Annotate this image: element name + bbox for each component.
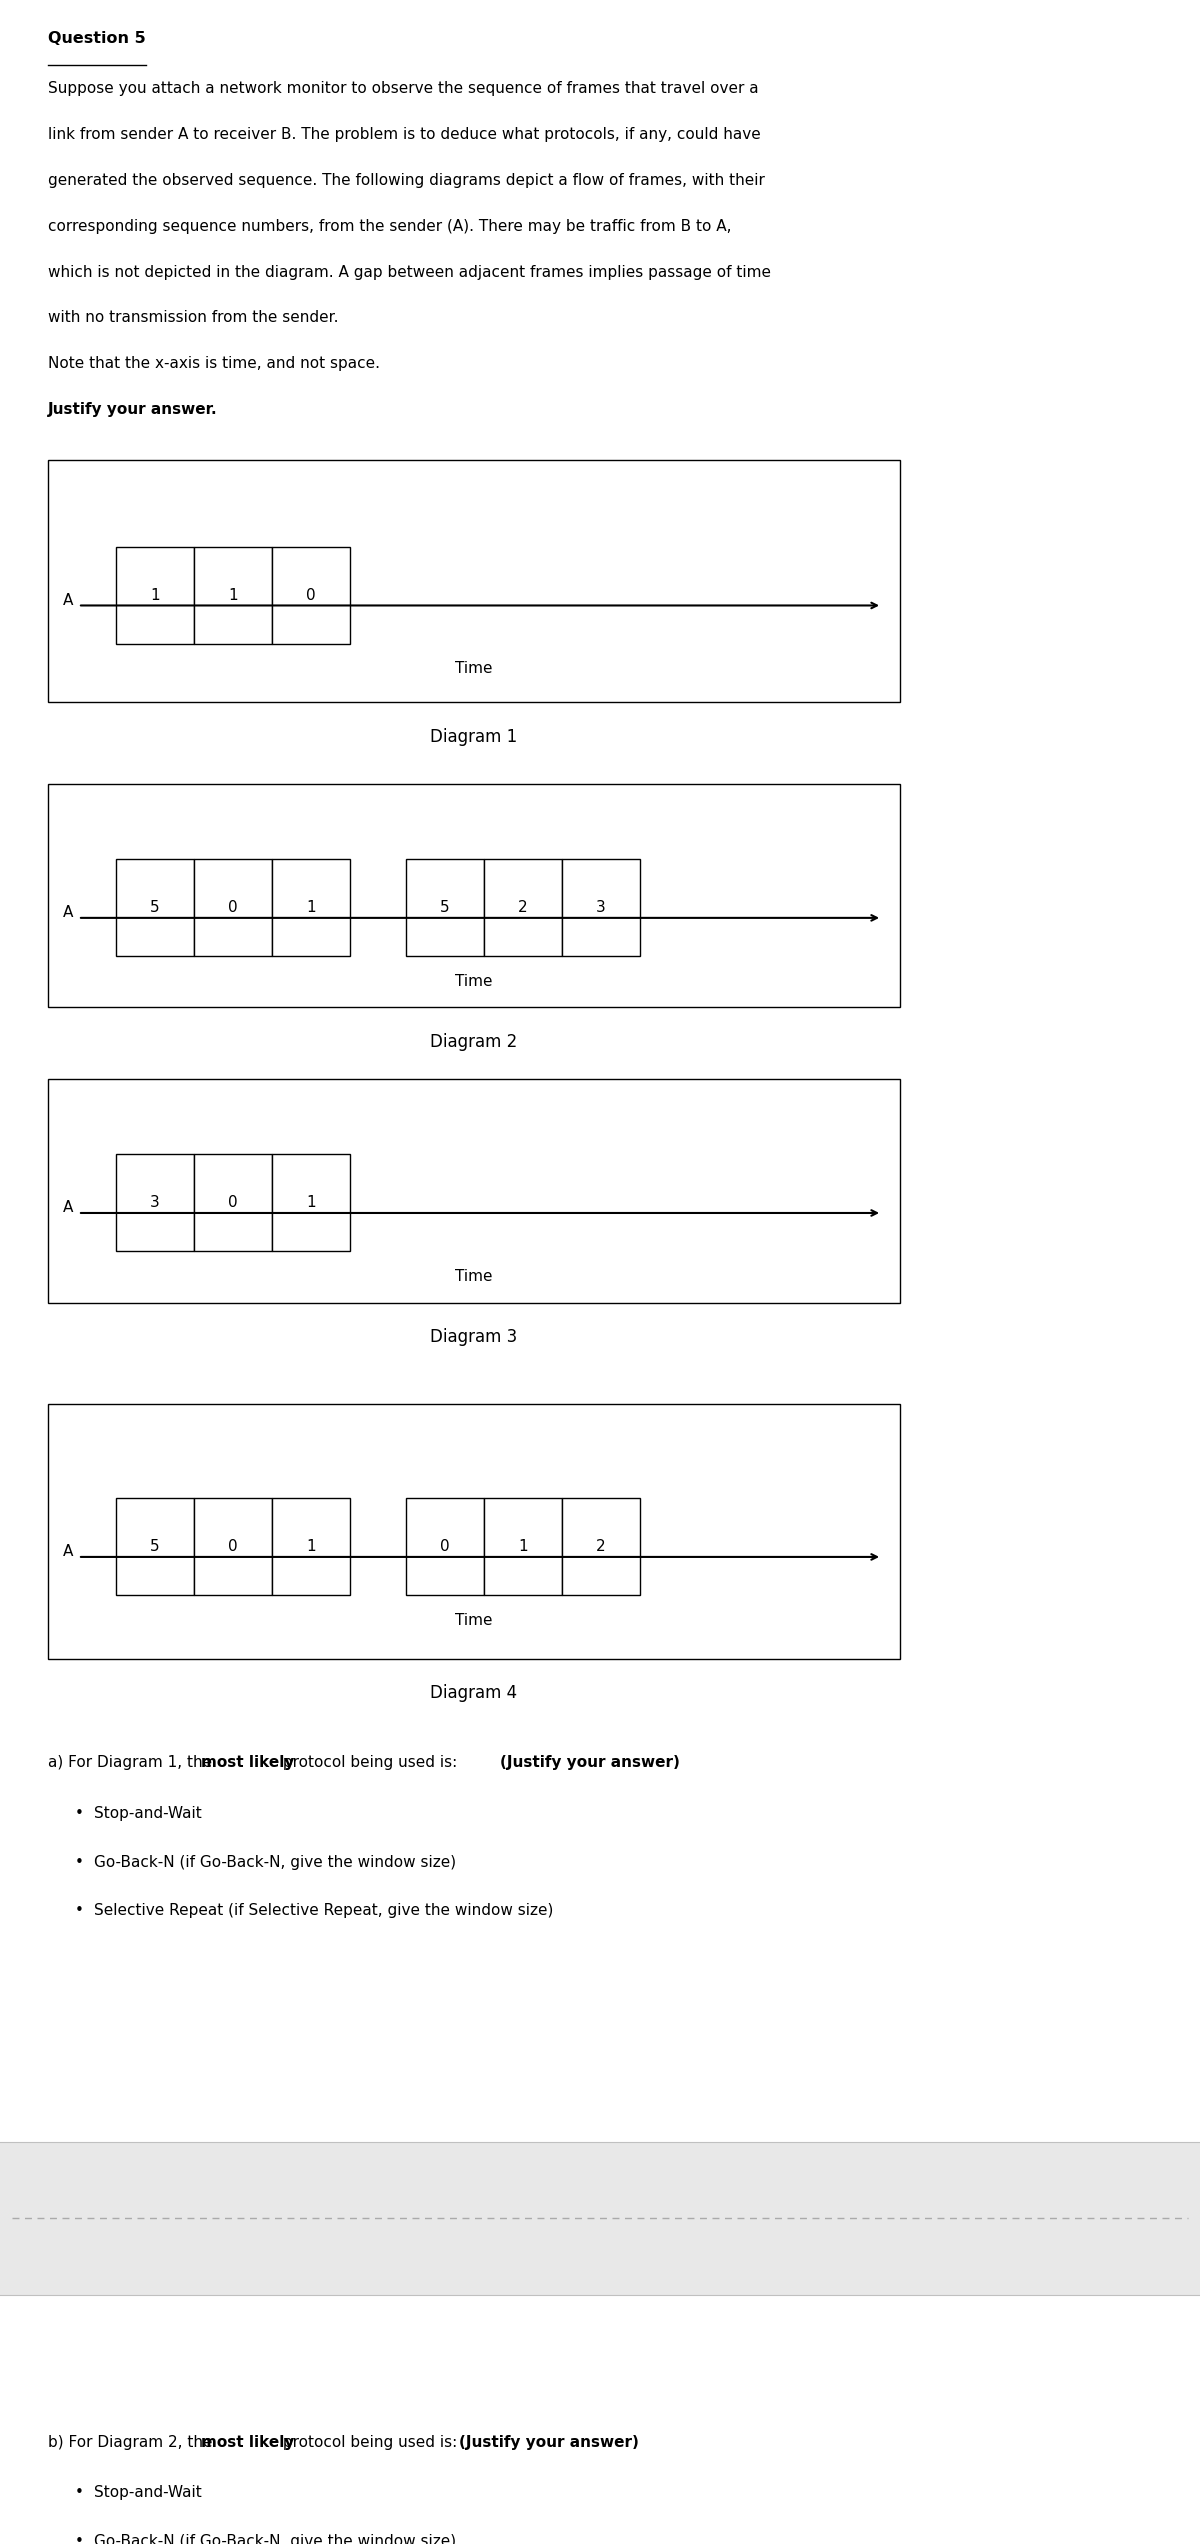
Bar <box>48 460 900 702</box>
Text: A: A <box>62 906 73 921</box>
Text: 1: 1 <box>306 901 316 916</box>
Text: 1: 1 <box>518 1539 528 1554</box>
Text: 0: 0 <box>228 1539 238 1554</box>
Text: Suppose you attach a network monitor to observe the sequence of frames that trav: Suppose you attach a network monitor to … <box>48 81 758 97</box>
Text: protocol being used is:: protocol being used is: <box>277 1755 457 1771</box>
Text: •: • <box>74 1903 83 1918</box>
Text: (Justify your answer): (Justify your answer) <box>500 1755 680 1771</box>
Text: Note that the x-axis is time, and not space.: Note that the x-axis is time, and not sp… <box>48 356 380 371</box>
Text: a) For Diagram 1, the: a) For Diagram 1, the <box>48 1755 217 1771</box>
Bar <box>116 1155 194 1252</box>
Text: A: A <box>62 1201 73 1216</box>
Bar <box>562 860 640 957</box>
Bar <box>116 860 194 957</box>
Text: corresponding sequence numbers, from the sender (A). There may be traffic from B: corresponding sequence numbers, from the… <box>48 219 732 234</box>
Bar <box>194 1155 272 1252</box>
Text: link from sender A to receiver B. The problem is to deduce what protocols, if an: link from sender A to receiver B. The pr… <box>48 127 761 142</box>
Bar <box>0 2142 1200 2295</box>
Text: 0: 0 <box>228 901 238 916</box>
Text: protocol being used is:: protocol being used is: <box>277 2435 467 2450</box>
Text: •: • <box>74 1806 83 1822</box>
Text: 0: 0 <box>228 1196 238 1211</box>
Text: which is not depicted in the diagram. A gap between adjacent frames implies pass: which is not depicted in the diagram. A … <box>48 265 772 280</box>
Bar <box>272 1498 350 1595</box>
Text: b) For Diagram 2, the: b) For Diagram 2, the <box>48 2435 217 2450</box>
Bar <box>116 547 194 644</box>
Text: Time: Time <box>455 974 493 990</box>
Text: 1: 1 <box>306 1196 316 1211</box>
Text: 5: 5 <box>440 901 450 916</box>
Text: Justify your answer.: Justify your answer. <box>48 402 217 417</box>
Bar <box>272 860 350 957</box>
Bar <box>48 1404 900 1659</box>
Text: most likely: most likely <box>202 1755 294 1771</box>
Text: most likely: most likely <box>202 2435 294 2450</box>
Text: 0: 0 <box>440 1539 450 1554</box>
Text: 3: 3 <box>596 901 606 916</box>
Text: Question 5: Question 5 <box>48 31 145 46</box>
Bar <box>406 1498 484 1595</box>
Bar <box>48 784 900 1007</box>
Text: Diagram 4: Diagram 4 <box>431 1684 517 1702</box>
Text: Go-Back-N (if Go-Back-N, give the window size): Go-Back-N (if Go-Back-N, give the window… <box>94 2534 456 2544</box>
Text: 5: 5 <box>150 1539 160 1554</box>
Text: A: A <box>62 1544 73 1559</box>
Text: Time: Time <box>455 1613 493 1628</box>
Bar <box>484 1498 562 1595</box>
Text: with no transmission from the sender.: with no transmission from the sender. <box>48 310 338 326</box>
Text: •: • <box>74 1855 83 1870</box>
Text: A: A <box>62 593 73 608</box>
Bar <box>194 860 272 957</box>
Text: Time: Time <box>455 1269 493 1285</box>
Bar <box>406 860 484 957</box>
Text: 1: 1 <box>150 588 160 603</box>
Bar <box>48 1079 900 1303</box>
Text: Stop-and-Wait: Stop-and-Wait <box>94 1806 202 1822</box>
Text: Time: Time <box>455 661 493 677</box>
Bar <box>194 547 272 644</box>
Bar <box>194 1498 272 1595</box>
Text: generated the observed sequence. The following diagrams depict a flow of frames,: generated the observed sequence. The fol… <box>48 173 764 188</box>
Text: Diagram 3: Diagram 3 <box>431 1328 517 1346</box>
Text: Go-Back-N (if Go-Back-N, give the window size): Go-Back-N (if Go-Back-N, give the window… <box>94 1855 456 1870</box>
Text: 0: 0 <box>306 588 316 603</box>
Bar <box>484 860 562 957</box>
Bar <box>116 1498 194 1595</box>
Text: Diagram 2: Diagram 2 <box>431 1033 517 1051</box>
Text: 5: 5 <box>150 901 160 916</box>
Text: (Justify your answer): (Justify your answer) <box>458 2435 638 2450</box>
Text: Diagram 1: Diagram 1 <box>431 728 517 745</box>
Text: •: • <box>74 2534 83 2544</box>
Text: 3: 3 <box>150 1196 160 1211</box>
Text: Selective Repeat (if Selective Repeat, give the window size): Selective Repeat (if Selective Repeat, g… <box>94 1903 553 1918</box>
Bar <box>562 1498 640 1595</box>
Text: 2: 2 <box>518 901 528 916</box>
Text: 2: 2 <box>596 1539 606 1554</box>
Text: 1: 1 <box>306 1539 316 1554</box>
Text: Stop-and-Wait: Stop-and-Wait <box>94 2485 202 2501</box>
Text: 1: 1 <box>228 588 238 603</box>
Bar <box>272 1155 350 1252</box>
Bar <box>272 547 350 644</box>
Text: •: • <box>74 2485 83 2501</box>
